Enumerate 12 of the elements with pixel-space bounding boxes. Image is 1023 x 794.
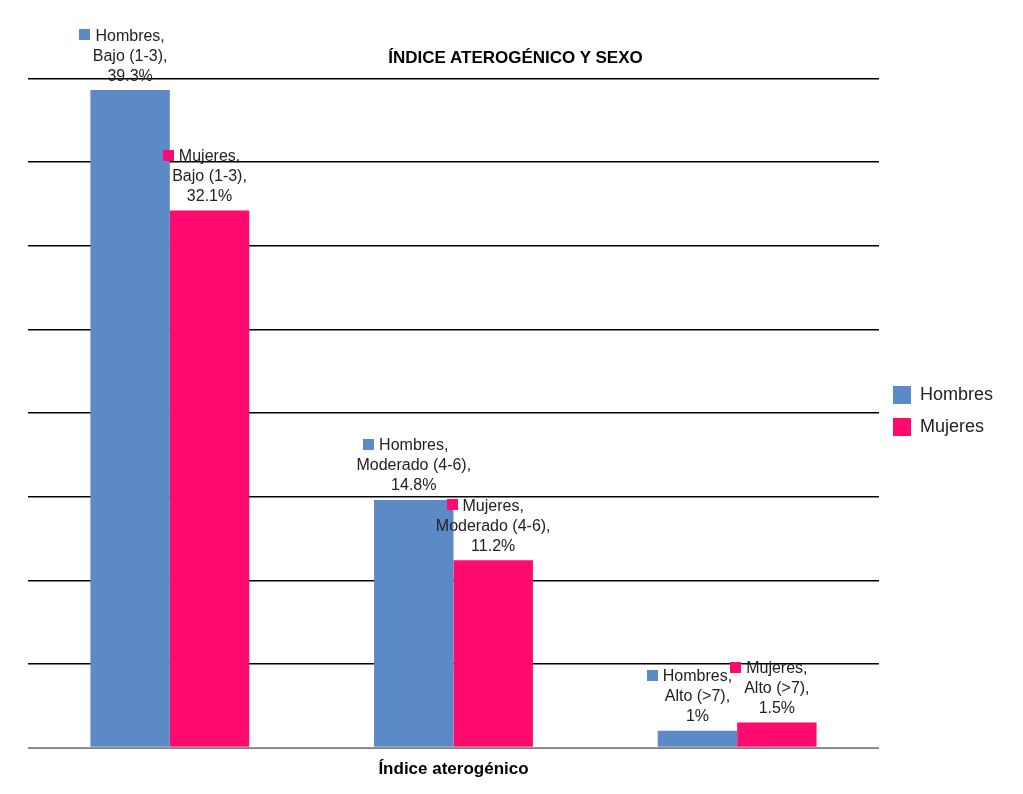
legend-label: Mujeres [919,415,985,436]
data-label: Hombres, Moderado (4-6), 14.8% [356,436,472,494]
bar [169,210,250,747]
bar [453,560,533,747]
bar [737,722,817,747]
bar [90,90,170,747]
legend-label: Hombres [919,383,994,404]
bar [657,730,738,747]
chart-title: ÍNDICE ATEROGÉNICO Y SEXO [388,47,643,67]
data-label: Mujeres, Bajo (1-3), 32.1% [172,146,247,204]
data-label: Hombres, Alto (>7), 1% [662,667,733,725]
x-axis-title: Índice aterogénico [378,759,529,779]
